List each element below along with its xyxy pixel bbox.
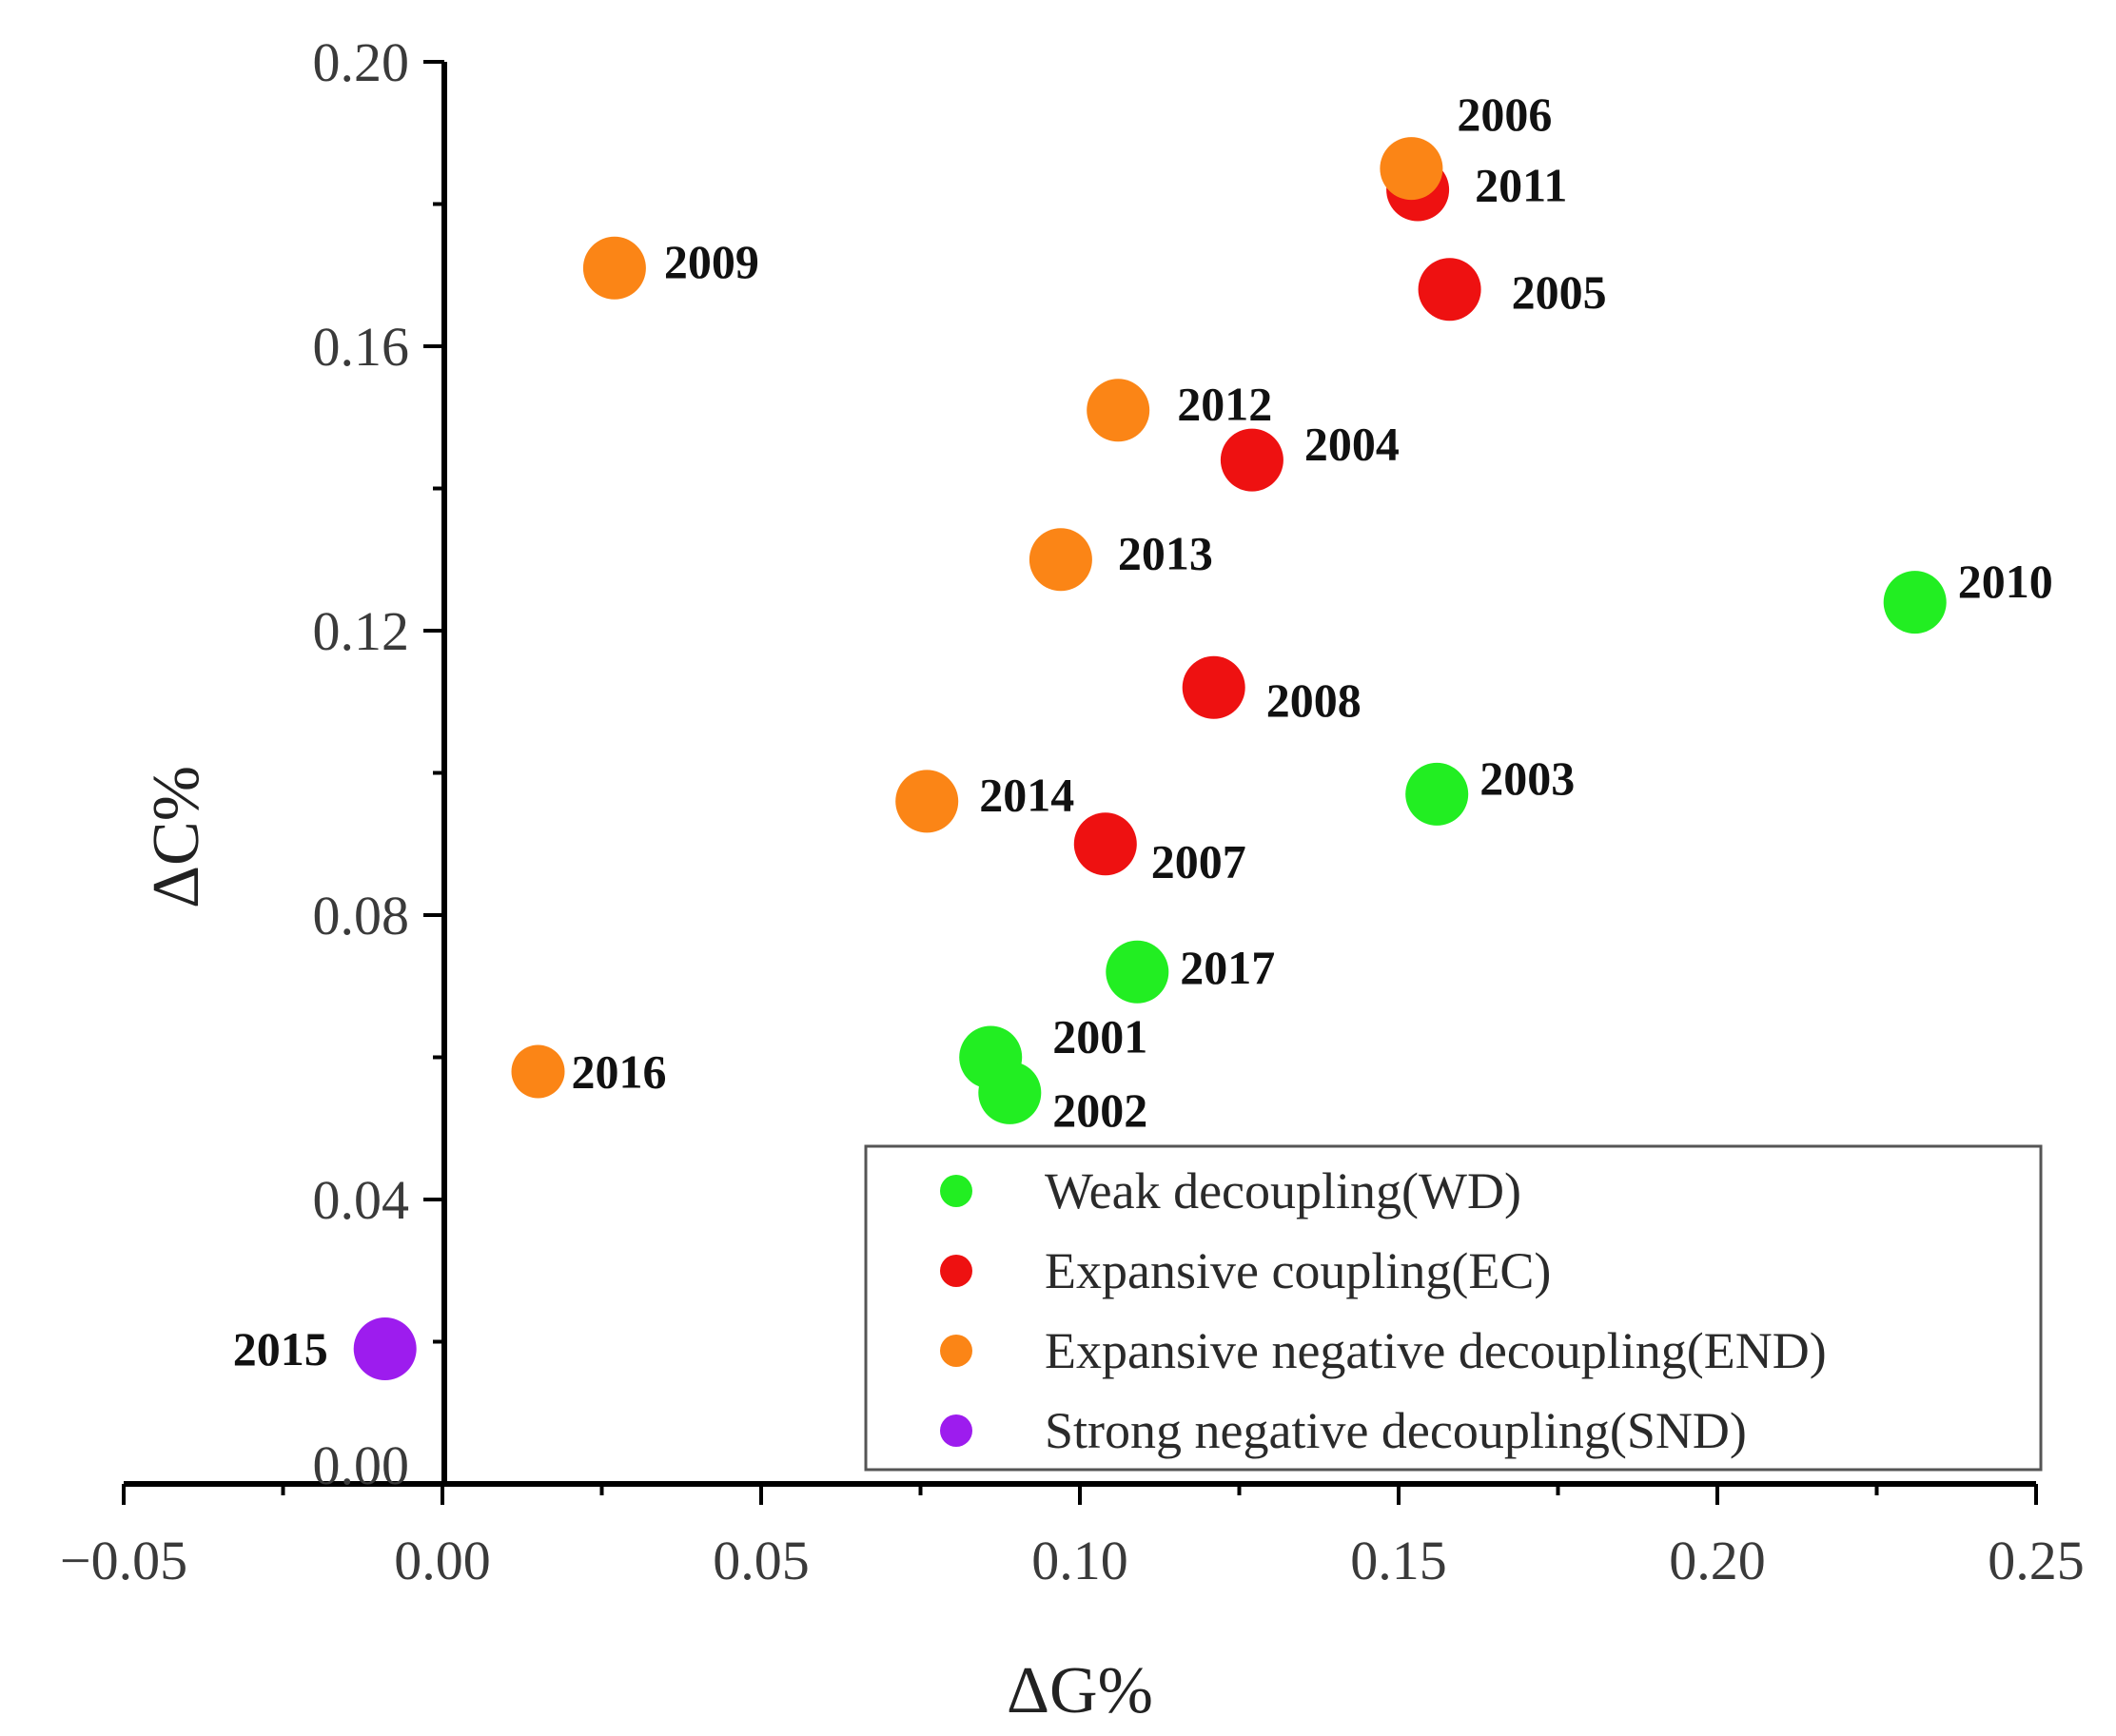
x-ticks: −0.05 0.00 0.05 0.10 0.15 0.20 0.25 [60,1484,2085,1591]
point-label-2009: 2009 [664,235,759,288]
point-2009 [582,236,646,300]
legend-marker [940,1335,972,1367]
legend-box [864,1144,2043,1472]
y-tick-label: 0.20 [313,31,410,93]
y-ticks: 0.00 0.04 0.08 0.12 0.16 0.20 [313,31,444,1496]
point-label-2007: 2007 [1151,834,1246,888]
point-2003 [1405,762,1469,826]
x-tick-label: 0.10 [1031,1530,1128,1591]
x-tick-label: −0.05 [60,1530,187,1591]
point-label-2017: 2017 [1180,941,1275,994]
point-2007 [1073,812,1137,876]
x-tick-label: 0.05 [713,1530,810,1591]
point-2014 [895,770,959,833]
x-axis-title: ΔG% [1007,1654,1153,1727]
legend: Weak decoupling(WD) Expansive coupling(EC… [864,1144,2043,1472]
x-tick-label: 0.20 [1669,1530,1766,1591]
point-label-2014: 2014 [979,768,1074,821]
point-label-2001: 2001 [1052,1010,1147,1063]
y-tick-label: 0.08 [313,885,410,946]
y-tick-label: 0.16 [313,316,410,378]
point-2004 [1220,428,1283,492]
point-2010 [1883,571,1947,634]
point-label-2013: 2013 [1118,526,1213,579]
y-tick-label: 0.04 [313,1169,410,1231]
legend-marker [940,1175,972,1207]
legend-entry-label: Strong negative decoupling(SND) [1045,1402,1747,1459]
point-label-2008: 2008 [1266,673,1362,727]
legend-entry-label: Expansive negative decoupling(END) [1045,1322,1827,1379]
data-points: 2001 2002 2003 2010 2017 2004 2005 2007 2008 2011… [233,88,2053,1380]
point-2017 [1106,940,1169,1004]
point-2002 [978,1061,1042,1124]
point-label-2015: 2015 [233,1322,328,1375]
point-label-2006: 2006 [1457,88,1552,141]
y-axis-title: ΔC% [140,766,213,908]
point-label-2016: 2016 [572,1044,667,1098]
point-label-2012: 2012 [1177,377,1272,430]
point-2012 [1087,379,1150,442]
point-label-2002: 2002 [1052,1083,1147,1137]
point-label-2011: 2011 [1475,159,1567,212]
point-label-2010: 2010 [1958,555,2053,608]
legend-entry-label: Expansive coupling(EC) [1045,1242,1551,1299]
point-2016 [511,1044,565,1099]
x-tick-label: 0.15 [1350,1530,1447,1591]
y-tick-label: 0.12 [313,600,410,662]
point-2008 [1182,655,1245,719]
legend-marker [940,1414,972,1447]
point-label-2004: 2004 [1304,418,1400,471]
point-label-2003: 2003 [1479,751,1575,805]
legend-marker [940,1255,972,1287]
point-label-2005: 2005 [1512,265,1607,319]
legend-entry-label: Weak decoupling(WD) [1045,1162,1521,1219]
x-tick-label: 0.00 [394,1530,491,1591]
point-2015 [353,1317,417,1380]
x-tick-label: 0.25 [1988,1530,2085,1591]
point-2006 [1380,137,1443,201]
point-2013 [1029,528,1092,592]
y-tick-label: 0.00 [313,1434,410,1496]
point-2005 [1418,258,1481,322]
